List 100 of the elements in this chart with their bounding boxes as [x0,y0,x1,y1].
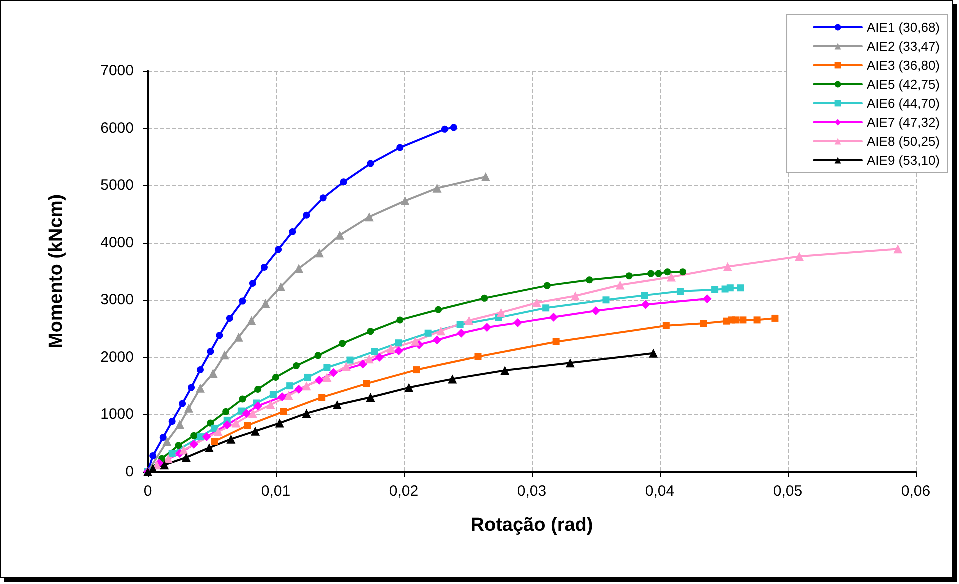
y-tick-label: 2000 [100,348,134,366]
point [396,144,404,152]
point [339,340,346,348]
x-tick-label: 0,02 [389,483,419,500]
y-tick-label: 1000 [100,406,134,424]
x-tick-label: 0,03 [517,483,547,500]
point [289,228,296,236]
point [740,316,747,324]
point [662,322,670,330]
point [363,380,370,388]
point [435,306,442,314]
point [371,348,378,356]
point [450,124,458,132]
point [304,374,312,381]
point [234,332,244,342]
point [894,244,903,254]
point [680,268,687,276]
point [202,432,212,442]
point [482,323,492,332]
point [441,126,448,133]
point [254,402,263,411]
point [346,356,354,364]
point [320,194,327,202]
point [549,312,558,322]
point [242,409,252,418]
point [432,184,442,193]
point [358,360,368,369]
x-tick-label: 0 [144,483,152,500]
point [723,262,732,272]
point [226,434,236,444]
x-tick-label: 0,01 [261,483,291,500]
point [616,280,625,290]
point [249,280,256,288]
point [314,352,322,360]
point [275,246,282,254]
point [226,314,234,322]
point [641,292,648,300]
point [542,304,550,312]
y-tick-label: 5000 [100,177,134,194]
point [552,338,560,346]
point [732,316,740,324]
point [176,420,184,429]
point [481,294,488,302]
point [272,374,280,381]
point [278,392,287,402]
point [302,382,312,391]
point [324,364,331,372]
legend-label: AIE1 (30,68) [867,20,940,35]
point [396,316,404,324]
point [190,440,199,450]
point [375,352,384,362]
point [566,358,575,368]
point [676,288,684,296]
point [148,464,158,474]
point [294,264,304,274]
point [196,384,205,393]
point [294,385,304,394]
legend-label: AIE2 (33,47) [867,39,940,54]
point [232,418,241,428]
point [275,418,284,428]
legend-label: AIE8 (50,25) [867,134,940,149]
point [332,400,342,410]
point [239,298,246,305]
point [411,336,420,346]
y-axis-title: Momento (kNcm) [46,194,67,349]
y-tick-label: 6000 [100,120,134,137]
point [795,252,804,262]
point [436,326,446,336]
y-tick-label: 4000 [100,234,134,252]
point [208,368,218,378]
point [190,432,198,440]
legend-label: AIE3 (36,80) [867,58,940,73]
point [302,409,312,418]
point [196,434,204,441]
point [315,376,324,385]
point [500,366,510,376]
legend-label: AIE9 (53,10) [867,153,940,168]
point [220,350,230,360]
point [602,296,610,304]
point [160,434,167,442]
point [322,372,332,382]
point [342,362,351,372]
point [457,328,466,338]
point [655,270,662,278]
point [364,212,374,222]
point [448,374,458,384]
point [648,270,655,278]
x-tick-label: 0,06 [901,483,931,500]
x-axis-title: Rotação (rad) [470,515,594,536]
point [464,316,474,326]
point [702,294,712,304]
point [184,404,194,413]
y-tick-label: 3000 [100,292,134,309]
point [150,452,157,460]
point [251,426,260,436]
point [395,340,402,347]
point [318,394,326,402]
point [626,272,633,280]
point [222,420,232,430]
point [586,276,594,284]
